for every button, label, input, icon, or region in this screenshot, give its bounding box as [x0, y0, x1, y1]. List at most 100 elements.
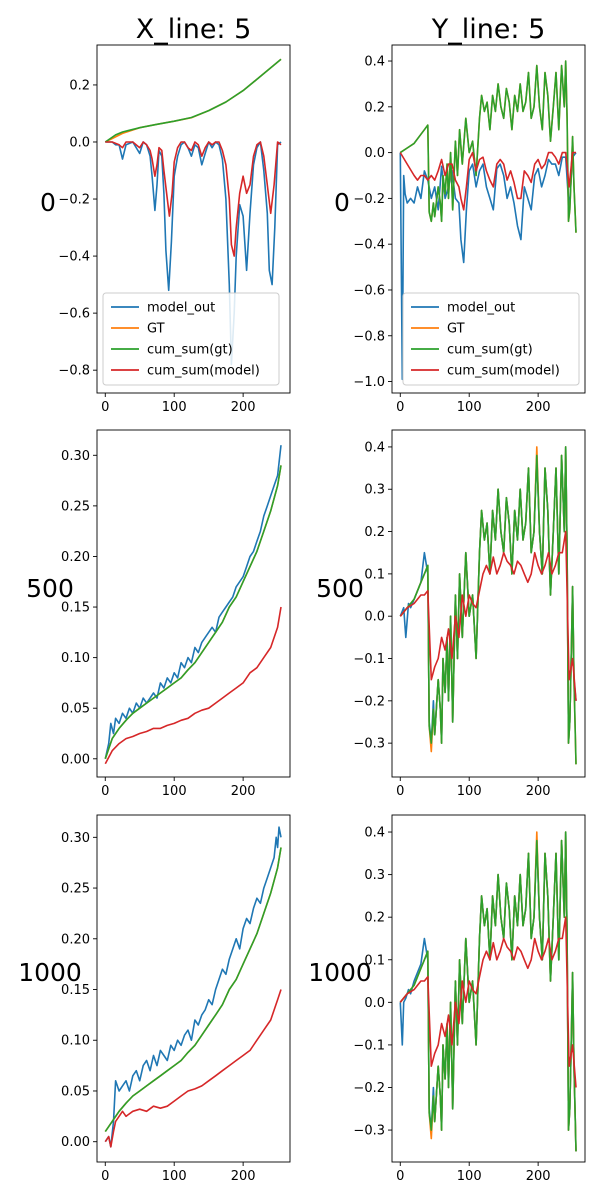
series-line-cum-sum-model [105, 141, 282, 257]
x-tick-label: 200 [526, 400, 551, 415]
x-tick-label: 200 [231, 1169, 256, 1184]
x-tick-label: 200 [231, 400, 256, 415]
x-tick-label: 100 [162, 400, 187, 415]
legend: model_out GT cum_sum(gt) cum_sum(model) [402, 292, 580, 386]
y-tick-label: −0.4 [353, 238, 385, 253]
axes-frame [391, 429, 586, 778]
y-tick-label: −0.2 [58, 193, 90, 208]
legend-box [102, 292, 280, 386]
y-tick-label: −0.3 [353, 737, 385, 752]
y-tick-label: 0.05 [61, 702, 90, 717]
x-tick-label: 0 [101, 1169, 109, 1184]
y-tick-label: 0.4 [364, 55, 385, 70]
legend: model_out GT cum_sum(gt) cum_sum(model) [102, 292, 280, 386]
series-line-model-out [104, 826, 282, 1148]
y-tick-label: −0.4 [58, 250, 90, 265]
y-tick-label: 0.30 [61, 831, 90, 846]
y-tick-label: −0.1 [353, 652, 385, 667]
series-line-cum-sum-gt [104, 58, 282, 143]
y-tick-label: −0.6 [58, 307, 90, 322]
legend-label: cum_sum(model) [447, 364, 560, 379]
column-title: Y_line: 5 [431, 14, 546, 45]
subplot-3: 0 100 200 0.00 0.05 0.10 0.15 0.20 0.25 0.30 500 [26, 429, 291, 799]
series-line-cum-sum-gt [399, 831, 577, 1152]
y-tick-label: −0.2 [353, 694, 385, 709]
y-tick-label: 0.0 [69, 135, 90, 150]
y-tick-label: 0.4 [364, 440, 385, 455]
y-tick-label: 0.4 [364, 826, 385, 841]
y-tick-label: 0.00 [61, 1135, 90, 1150]
legend-label: model_out [447, 301, 515, 316]
y-tick-label: 0.05 [61, 1084, 90, 1099]
series-line-gt [399, 60, 577, 233]
y-tick-label: −0.8 [353, 329, 385, 344]
series-line-model-out [399, 831, 577, 1152]
series-line-cum-sum-model [399, 916, 577, 1088]
axes-frame [96, 44, 291, 394]
x-tick-label: 100 [457, 1169, 482, 1184]
series-line-cum-sum-model [399, 530, 577, 701]
x-tick-label: 0 [101, 400, 109, 415]
series-line-cum-sum-model [104, 606, 282, 765]
y-tick-label: 0.2 [69, 78, 90, 93]
legend-label: cum_sum(model) [147, 364, 260, 379]
series-line-model-out [399, 152, 577, 381]
subplot-5: 0 100 200 0.00 0.05 0.10 0.15 0.20 0.25 0.30 1000 [18, 814, 291, 1184]
subplot-2: 0 100 200 −1.0 −0.8 −0.6 −0.4 −0.2 0.0 0.2 0.4 Y_li… [334, 14, 586, 415]
y-tick-label: 0.15 [61, 983, 90, 998]
y-tick-label: −0.8 [58, 364, 90, 379]
y-tick-label: −0.1 [353, 1038, 385, 1053]
legend-label: GT [447, 322, 465, 337]
y-tick-label: 0.15 [61, 601, 90, 616]
row-label: 1000 [18, 958, 82, 987]
legend-label: GT [147, 322, 165, 337]
axes-frame [391, 44, 586, 394]
y-tick-label: 0.25 [61, 882, 90, 897]
subplot-1: 0 100 200 −0.8 −0.6 −0.4 −0.2 0.0 0.2 X_line: 5 0 m… [40, 14, 291, 415]
y-tick-label: −0.2 [353, 1081, 385, 1096]
row-label: 0 [334, 188, 350, 217]
row-label: 500 [26, 574, 74, 603]
y-tick-label: 0.10 [61, 651, 90, 666]
x-tick-label: 0 [396, 784, 404, 799]
y-tick-label: −0.6 [353, 283, 385, 298]
y-tick-label: 0.2 [364, 525, 385, 540]
series-line-cum-sum-gt [399, 60, 577, 233]
y-tick-label: 0.0 [364, 610, 385, 625]
y-tick-label: 0.20 [61, 932, 90, 947]
y-tick-label: 0.10 [61, 1034, 90, 1049]
subplot-6: 0 100 200 −0.3 −0.2 −0.1 0.0 0.1 0.2 0.3 0.4 1000 [308, 814, 586, 1184]
y-tick-label: −1.0 [353, 375, 385, 390]
axes-frame [96, 814, 291, 1163]
series-line-gt [399, 831, 577, 1152]
series-line-cum-sum-gt [104, 847, 282, 1133]
y-tick-label: 0.30 [61, 449, 90, 464]
column-title: X_line: 5 [136, 14, 252, 45]
x-tick-label: 0 [396, 400, 404, 415]
x-tick-label: 100 [162, 1169, 187, 1184]
series-line-cum-sum-gt [399, 446, 577, 765]
y-tick-label: 0.0 [364, 996, 385, 1011]
legend-label: cum_sum(gt) [147, 343, 233, 358]
row-label: 0 [40, 188, 56, 217]
y-tick-label: 0.3 [364, 868, 385, 883]
series-line-cum-sum-gt [104, 465, 282, 760]
axes-frame [391, 814, 586, 1163]
y-tick-label: 0.2 [364, 911, 385, 926]
y-tick-label: 0.0 [364, 146, 385, 161]
legend-label: model_out [147, 301, 215, 316]
series-line-gt [399, 446, 577, 765]
axes-frame [96, 429, 291, 778]
x-tick-label: 100 [457, 784, 482, 799]
subplot-4: 0 100 200 −0.3 −0.2 −0.1 0.0 0.1 0.2 0.3 0.4 500 [316, 429, 586, 799]
x-tick-label: 100 [162, 784, 187, 799]
x-tick-label: 100 [457, 400, 482, 415]
row-label: 500 [316, 574, 364, 603]
series-line-cum-sum-model [399, 151, 576, 211]
x-tick-label: 200 [526, 784, 551, 799]
series-line-cum-sum-model [104, 989, 282, 1148]
y-tick-label: 0.2 [364, 100, 385, 115]
legend-box [402, 292, 580, 386]
series-line-model-out [104, 445, 282, 759]
